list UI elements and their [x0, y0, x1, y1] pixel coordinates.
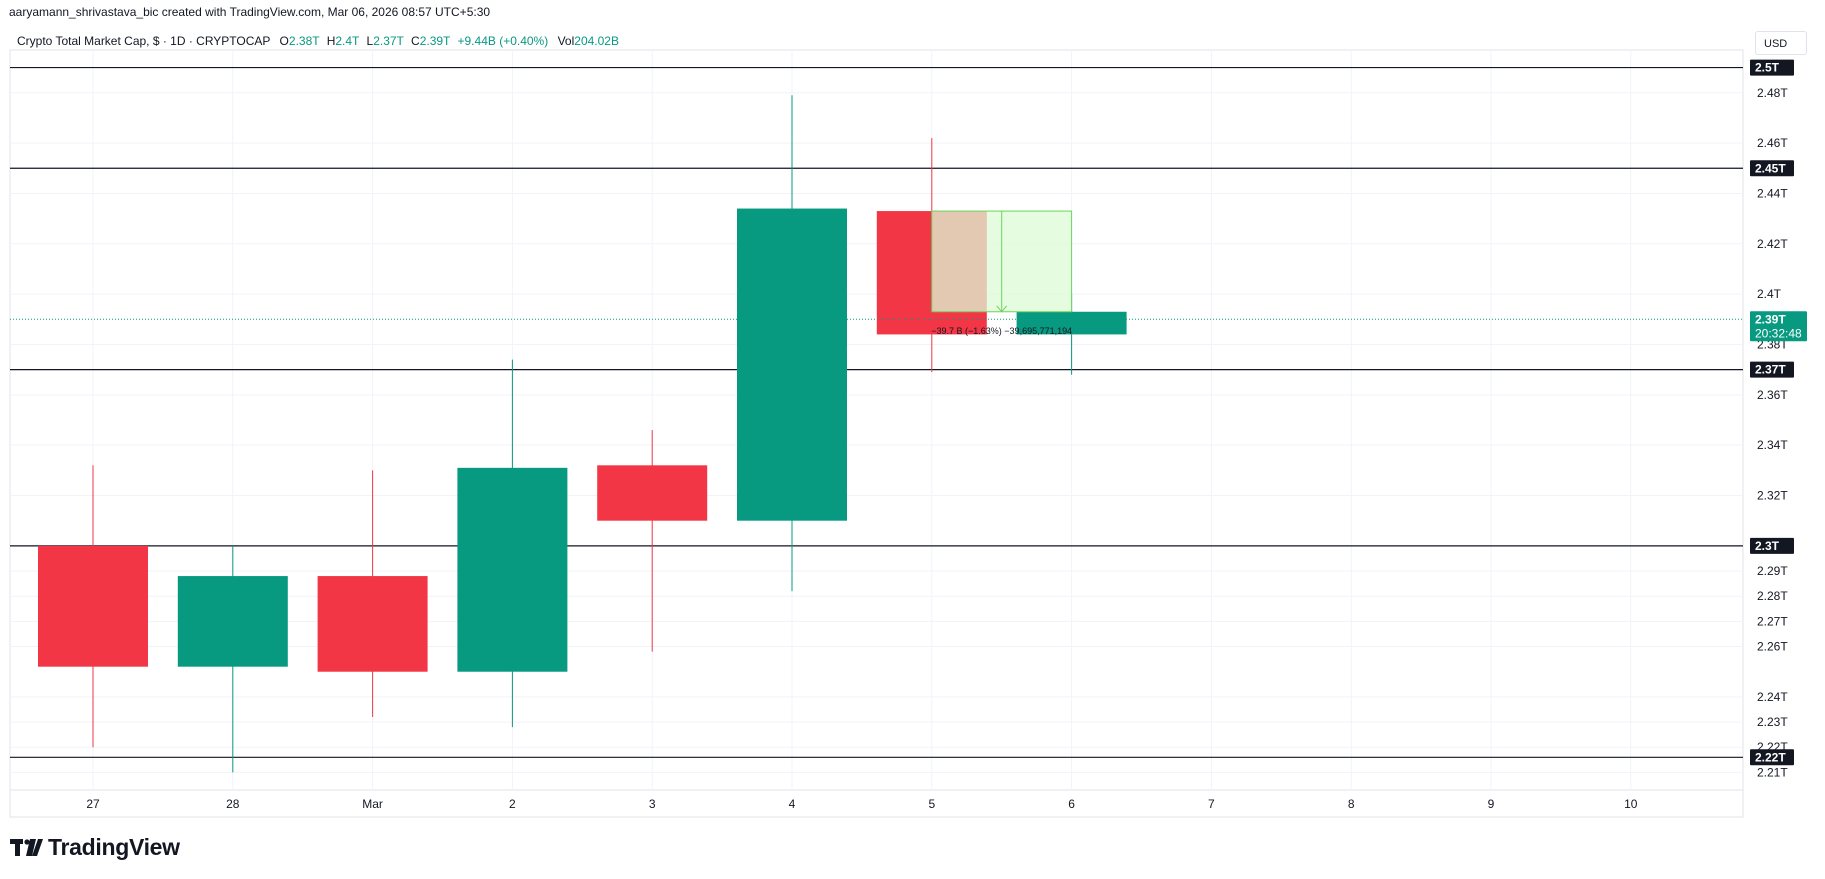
time-tick-label: 7 — [1208, 797, 1215, 811]
price-axis: 2.48T2.46T2.44T2.42T2.4T2.38T2.36T2.34T2… — [1750, 59, 1794, 779]
time-tick-label: 5 — [928, 797, 935, 811]
horizontal-line-label: 2.3T — [1755, 539, 1780, 553]
time-tick-label: 9 — [1488, 797, 1495, 811]
horizontal-line-label: 2.37T — [1755, 363, 1786, 377]
candle-body — [737, 208, 847, 521]
price-tick-label: 2.29T — [1757, 564, 1788, 578]
measure-arrow-head — [996, 305, 1008, 313]
tradingview-logo[interactable]: TradingView — [10, 834, 180, 861]
brand-name: TradingView — [48, 834, 180, 860]
price-tick-label: 2.27T — [1757, 614, 1788, 628]
price-tick-label: 2.36T — [1757, 388, 1788, 402]
horizontal-line-label-bg — [1750, 59, 1794, 76]
open-value: 2.38T — [288, 34, 320, 48]
attribution-text: aaryamann_shrivastava_bic created with T… — [9, 5, 491, 19]
time-tick-label: 3 — [649, 797, 656, 811]
price-tick-label: 2.28T — [1757, 589, 1788, 603]
measure-label: −39.7 B (−1.63%) −39,695,771,194 — [931, 326, 1072, 336]
tradingview-logo-icon — [10, 838, 43, 856]
time-tick-label: 27 — [86, 797, 100, 811]
last-price-label: 2.39T — [1755, 312, 1786, 326]
high-label: H — [326, 34, 336, 48]
price-tick-label: 2.32T — [1757, 489, 1788, 503]
time-tick-label: 4 — [789, 797, 796, 811]
candle-body — [317, 576, 428, 672]
horizontal-line-label: 2.45T — [1755, 161, 1786, 175]
time-axis: 27 28 Mar 2 3 4 5 6 7 8 9 10 — [86, 797, 1637, 811]
symbol-legend: Crypto Total Market Cap, $ · 1D · CRYPTO… — [17, 34, 619, 48]
time-tick-label: Mar — [362, 797, 383, 811]
price-tick-label: 2.23T — [1757, 715, 1788, 729]
price-tick-label: 2.48T — [1757, 86, 1788, 100]
time-tick-label: 28 — [226, 797, 240, 811]
price-tick-label: 2.34T — [1757, 438, 1788, 452]
time-tick-label: 8 — [1348, 797, 1355, 811]
measure-tool: −39.7 B (−1.63%) −39,695,771,194 — [931, 210, 1072, 336]
time-tick-label: 2 — [509, 797, 516, 811]
close-label: C — [411, 34, 420, 48]
price-tick-label: 2.24T — [1757, 690, 1788, 704]
candle-body — [38, 545, 148, 667]
volume-label: Vol — [557, 34, 575, 48]
change-value: +9.44B (+0.40%) — [457, 34, 549, 48]
horizontal-line-label-bg — [1750, 361, 1794, 378]
horizontal-line-label: 2.5T — [1755, 61, 1780, 75]
time-tick-label: 10 — [1624, 797, 1638, 811]
open-label: O — [279, 34, 289, 48]
horizontal-line-label-bg — [1750, 160, 1794, 177]
low-value: 2.37T — [373, 34, 404, 48]
candle-countdown: 20:32:48 — [1755, 326, 1802, 340]
horizontal-line-label-bg — [1750, 749, 1794, 766]
price-tick-label: 2.46T — [1757, 136, 1788, 150]
volume-value: 204.02B — [574, 34, 619, 48]
symbol-name[interactable]: Crypto Total Market Cap, $ · 1D · CRYPTO… — [17, 34, 271, 48]
high-value: 2.4T — [335, 34, 360, 48]
candle-body — [177, 576, 288, 667]
time-tick-label: 6 — [1068, 797, 1075, 811]
price-tick-label: 2.42T — [1757, 237, 1788, 251]
candle-body — [1016, 311, 1127, 335]
close-value: 2.39T — [419, 34, 451, 48]
candles — [38, 95, 1127, 773]
candle-body — [457, 467, 568, 672]
price-tick-label: 2.4T — [1757, 287, 1782, 301]
grid — [10, 50, 1743, 790]
last-price-label-bg — [1750, 311, 1807, 342]
price-tick-label: 2.21T — [1757, 765, 1788, 779]
currency-button[interactable]: USD — [1755, 31, 1807, 55]
low-label: L — [366, 34, 374, 48]
horizontal-line-label-bg — [1750, 537, 1794, 554]
chart-frame — [9, 49, 1744, 818]
price-tick-label: 2.26T — [1757, 640, 1788, 654]
candle-body — [597, 465, 708, 521]
price-tick-label: 2.44T — [1757, 186, 1788, 200]
horizontal-lines — [10, 66, 1743, 758]
horizontal-line-label: 2.22T — [1755, 750, 1786, 764]
